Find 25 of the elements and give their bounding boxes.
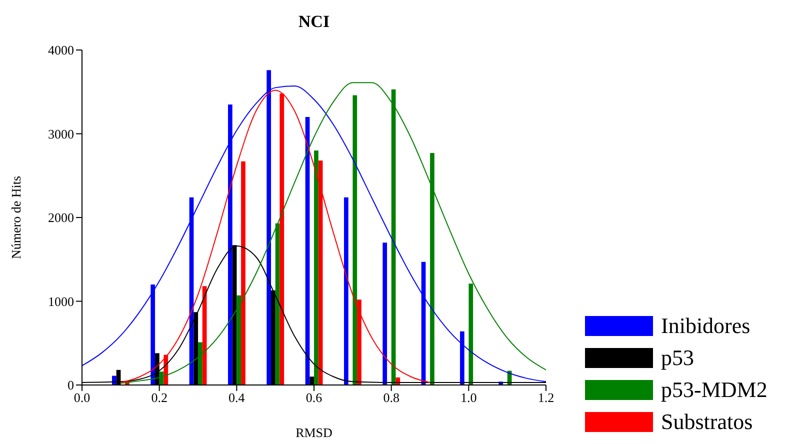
x-tick-label: 0.2 xyxy=(151,390,168,406)
legend-label: Inibidores xyxy=(661,313,750,339)
bar xyxy=(314,150,318,385)
x-tick-label: 1.0 xyxy=(460,390,477,406)
legend-label: Substratos xyxy=(661,409,753,435)
x-axis-title: RMSD xyxy=(296,425,332,440)
legend-label: p53-MDM2 xyxy=(661,377,768,403)
x-tick-label: 0.4 xyxy=(228,390,246,406)
y-tick-label: 4000 xyxy=(48,42,74,58)
x-tick-label: 1.2 xyxy=(538,390,554,406)
x-tick-label: 0.6 xyxy=(306,390,323,406)
y-tick-label: 3000 xyxy=(48,126,74,142)
x-tick-label: 0.0 xyxy=(74,390,90,406)
x-tick-label: 0.8 xyxy=(383,390,400,406)
bar xyxy=(352,95,358,385)
y-tick-label: 1000 xyxy=(48,294,74,309)
chart-title: NCI xyxy=(297,12,331,32)
line-series xyxy=(120,90,430,383)
y-axis-title: Número de Hits xyxy=(8,176,24,260)
bar xyxy=(382,242,388,385)
legend-label: p53 xyxy=(661,345,694,371)
bar xyxy=(241,161,246,385)
y-tick-label: 2000 xyxy=(48,210,74,226)
bar xyxy=(344,197,348,385)
y-tick-label: 0 xyxy=(68,378,74,393)
